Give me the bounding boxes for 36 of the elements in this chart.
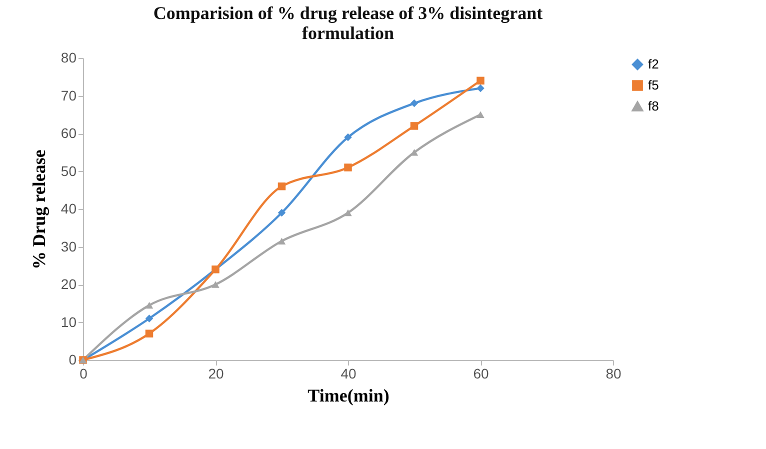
y-tick-label: 60 xyxy=(60,125,77,141)
point xyxy=(145,314,154,322)
point xyxy=(476,111,484,118)
y-tick-label: 50 xyxy=(60,162,77,179)
x-tick-label: 40 xyxy=(340,366,356,382)
legend-label: f5 xyxy=(648,78,659,92)
point xyxy=(278,208,286,217)
point xyxy=(278,238,286,244)
y-tick-label: 30 xyxy=(60,238,77,254)
point xyxy=(145,330,154,338)
y-axis-title: % Drug release xyxy=(28,150,49,270)
x-tick-label: 60 xyxy=(473,366,489,382)
legend-label: f8 xyxy=(648,98,659,114)
point xyxy=(278,182,286,190)
point xyxy=(344,133,352,142)
y-tick-label: 0 xyxy=(68,352,77,368)
x-tick-label: 0 xyxy=(80,366,88,382)
text: formulation xyxy=(302,23,394,43)
legend-label: f2 xyxy=(648,56,659,72)
point xyxy=(344,164,352,172)
y-tick-label: 70 xyxy=(60,87,77,104)
y-tick-label: 10 xyxy=(60,314,77,330)
y-tick-label: 80 xyxy=(60,50,77,66)
y-tick-label: 20 xyxy=(60,276,77,292)
point xyxy=(410,99,418,108)
point xyxy=(476,84,484,92)
point xyxy=(145,302,154,309)
x-tick-label: 80 xyxy=(606,366,622,382)
x-axis-title: Time(min) xyxy=(308,386,390,406)
y-tick-label: 40 xyxy=(60,200,77,216)
text: Comparision of % drug release of 3% disintegrant xyxy=(153,3,543,23)
point xyxy=(410,122,418,130)
x-tick-label: 20 xyxy=(208,366,224,382)
point xyxy=(212,281,220,288)
point xyxy=(344,209,352,216)
point xyxy=(476,76,484,85)
